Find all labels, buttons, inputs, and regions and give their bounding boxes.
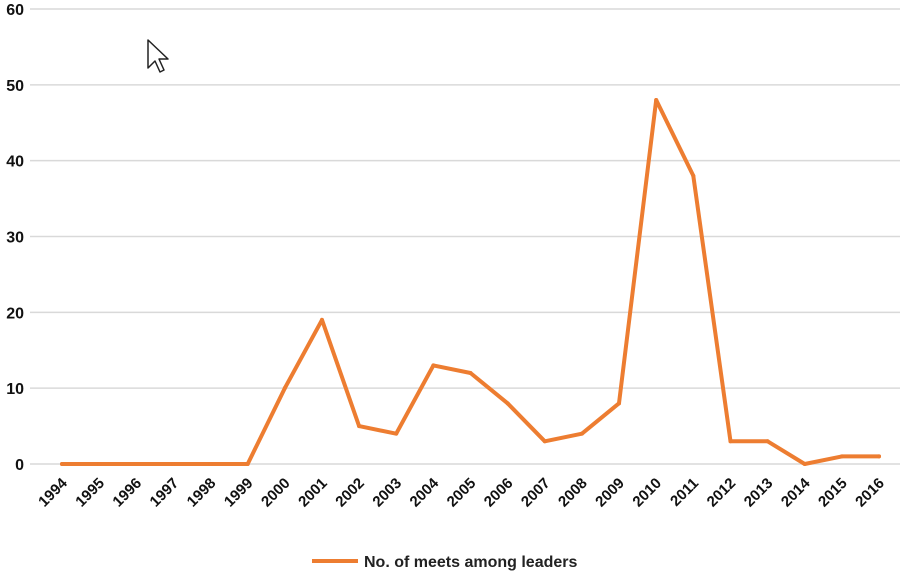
y-tick-label: 50 (6, 78, 24, 95)
x-tick-label: 2010 (629, 475, 665, 511)
x-tick-label: 2006 (481, 475, 517, 511)
data-point (431, 363, 436, 368)
y-tick-label: 40 (6, 154, 24, 171)
x-tick-label: 2000 (258, 475, 294, 511)
x-tick-label: 1997 (147, 475, 183, 511)
x-tick-label: 1996 (109, 475, 145, 511)
data-point (245, 462, 250, 466)
x-tick-label: 2009 (592, 475, 628, 511)
data-point (134, 462, 139, 466)
y-axis-ticks: 0 10 20 30 40 50 60 (6, 2, 24, 474)
data-point (319, 317, 324, 322)
x-tick-label: 2012 (704, 475, 740, 511)
data-point (691, 173, 696, 178)
x-tick-label: 2005 (444, 475, 480, 511)
data-point (171, 462, 176, 466)
legend: No. of meets among leaders (312, 554, 577, 571)
x-axis-ticks: 1994 1995 1996 1997 1998 1999 2000 2001 2002 2003… (35, 474, 888, 510)
mouse-pointer-icon (147, 39, 169, 73)
y-tick-label: 60 (6, 2, 24, 19)
data-point (468, 371, 473, 375)
legend-label: No. of meets among leaders (364, 554, 577, 571)
x-tick-label: 2011 (667, 475, 702, 510)
data-point (542, 439, 547, 444)
y-tick-label: 30 (6, 230, 24, 247)
data-point (208, 462, 213, 466)
x-tick-label: 2016 (852, 475, 888, 511)
x-tick-label: 2007 (518, 475, 554, 511)
x-tick-label: 2001 (295, 475, 331, 511)
x-tick-label: 2008 (555, 475, 591, 511)
series-layer (60, 98, 881, 466)
x-tick-label: 2002 (332, 475, 368, 511)
x-tick-label: 1994 (35, 474, 71, 510)
data-point (877, 454, 881, 459)
x-tick-label: 2014 (778, 474, 814, 510)
y-tick-label: 10 (6, 381, 24, 398)
y-tick-label: 0 (15, 457, 24, 474)
x-tick-label: 1999 (221, 475, 257, 511)
x-tick-label: 2013 (741, 475, 777, 511)
series-line (60, 98, 881, 466)
data-point (654, 98, 659, 102)
data-point (357, 424, 362, 429)
x-tick-label: 2015 (815, 475, 851, 511)
x-tick-label: 1995 (72, 475, 108, 511)
data-point (802, 462, 807, 466)
data-point (282, 386, 287, 391)
data-point (60, 462, 64, 466)
x-tick-label: 2003 (369, 475, 405, 511)
x-tick-label: 2004 (407, 474, 443, 510)
x-tick-label: 1998 (184, 475, 220, 511)
data-point (617, 401, 622, 406)
data-point (394, 431, 399, 436)
data-point (728, 439, 733, 444)
y-tick-label: 20 (6, 305, 24, 322)
data-point (579, 431, 584, 436)
data-point (505, 401, 510, 406)
gridlines (30, 8, 900, 465)
data-point (765, 439, 770, 444)
data-point (839, 454, 844, 459)
data-point (97, 462, 102, 466)
